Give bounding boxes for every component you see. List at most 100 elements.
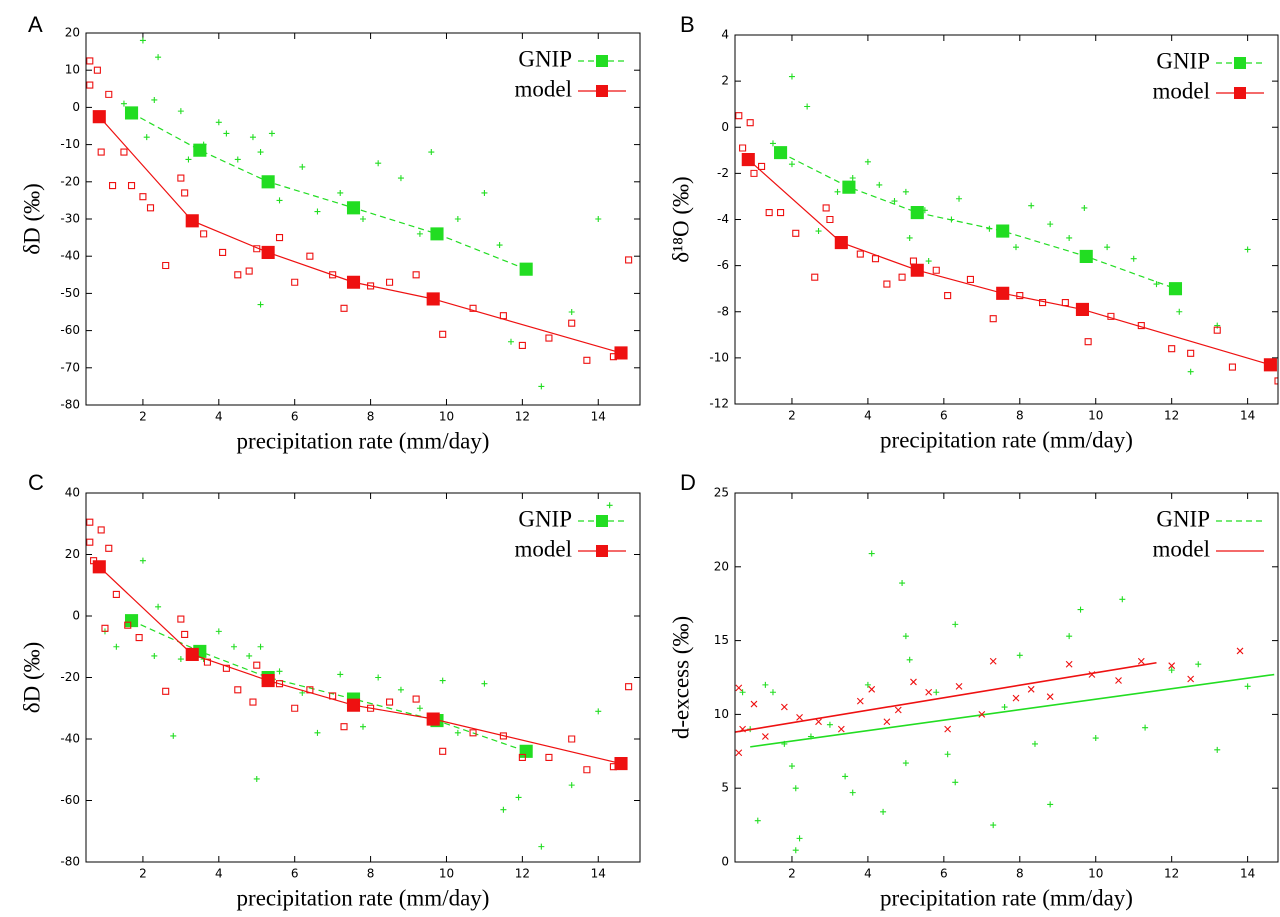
point [849,789,856,796]
legend-label: GNIP [1156,48,1210,73]
point [1028,202,1035,209]
point [944,292,952,300]
mean-line [747,159,1271,366]
point [500,806,507,813]
mean-point [834,236,848,250]
y-tick-label: 20 [714,559,729,573]
mean-point [346,698,361,712]
point [367,704,375,712]
point [978,711,986,718]
y-axis-label: δD (‰) [19,642,44,714]
mean-point [1263,358,1277,372]
point [177,615,185,623]
y-axis-label: δD (‰) [19,183,44,255]
mean-point [426,292,440,306]
y-tick-label: -60 [60,323,80,337]
x-tick-label: 6 [940,409,948,423]
point [769,689,776,696]
point [944,725,952,733]
point [428,149,435,156]
y-tick-label: 15 [714,633,729,647]
point [1077,606,1084,613]
mean-point [519,744,533,758]
legend-label: model [1153,78,1211,103]
point [990,822,997,829]
point [902,760,909,767]
x-tick-label: 10 [1088,409,1103,423]
point [1104,244,1111,251]
point [754,817,761,824]
x-axis-label: precipitation rate (mm/day) [880,885,1133,910]
plot-area [735,73,1278,385]
point [481,189,488,196]
point [1027,685,1035,693]
point [481,680,488,687]
point [583,356,591,364]
x-tick-label: 6 [291,410,299,424]
point [826,721,833,728]
panel-label: A [28,12,43,37]
point [257,643,264,650]
point [109,181,117,190]
point [215,119,222,126]
point [375,160,382,167]
point [234,271,242,279]
point [397,686,404,693]
point [181,630,189,638]
x-tick-label: 6 [291,867,299,881]
point [1244,246,1251,253]
point [93,66,101,74]
mean-point [430,227,444,241]
point [177,108,184,115]
y-tick-label: -10 [60,137,80,151]
point [883,718,891,726]
mean-line [98,566,622,765]
y-tick-label: -20 [60,670,80,684]
point [416,705,423,712]
plot-area [735,550,1275,854]
mean-point [614,757,628,771]
y-tick-label: 0 [72,609,80,623]
point [1130,255,1137,262]
point [583,766,591,774]
point [177,174,185,182]
point [275,680,284,688]
point [518,341,526,350]
point [609,353,617,361]
x-axis-label: precipitation rate (mm/day) [237,885,490,910]
point [245,267,253,275]
point [735,749,743,757]
point [499,312,507,320]
x-tick-label: 2 [139,410,147,424]
legend-label: GNIP [518,46,572,71]
point [1046,693,1054,701]
point [538,383,545,390]
point [386,698,394,706]
y-tick-label: -30 [60,212,80,226]
point [902,633,909,640]
fit-line [750,673,1275,748]
x-tick-label: 12 [515,410,530,424]
point [162,687,170,695]
point [1066,234,1073,241]
point [113,643,120,650]
point [112,590,120,599]
y-tick-label: -12 [709,397,729,411]
point [925,258,932,265]
point [268,130,275,137]
point [750,169,758,177]
point [515,794,522,801]
fit-line [735,661,1157,733]
point [337,189,344,196]
legend-label: model [1153,536,1211,561]
point [932,266,940,274]
point [181,189,189,197]
mean-point [261,245,275,260]
point [291,704,299,712]
mean-point [996,224,1010,238]
point [568,319,576,327]
point [215,628,222,635]
point [746,119,754,127]
y-tick-label: 20 [65,26,80,40]
x-tick-label: 14 [1240,867,1255,881]
